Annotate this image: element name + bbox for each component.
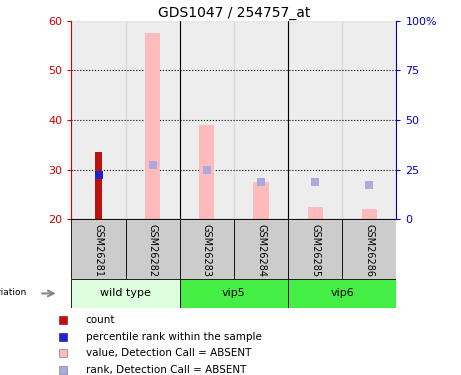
Bar [180, 279, 288, 308]
Bar [125, 219, 180, 279]
Bar [145, 33, 160, 219]
Text: wild type: wild type [100, 288, 151, 298]
Bar [288, 21, 342, 219]
Bar [288, 279, 396, 308]
Bar [234, 21, 288, 219]
Bar [342, 21, 396, 219]
Text: value, Detection Call = ABSENT: value, Detection Call = ABSENT [85, 348, 251, 358]
Bar [307, 207, 323, 219]
Text: GSM26281: GSM26281 [94, 224, 104, 277]
Bar [71, 21, 125, 219]
Bar [199, 125, 214, 219]
Text: vip6: vip6 [331, 288, 354, 298]
Bar [125, 21, 180, 219]
Bar [180, 21, 234, 219]
Text: count: count [85, 315, 115, 325]
Bar [71, 279, 180, 308]
Bar [95, 152, 102, 219]
Bar [342, 219, 396, 279]
Text: genotype/variation: genotype/variation [0, 288, 27, 297]
Text: GSM26282: GSM26282 [148, 224, 158, 277]
Bar [362, 209, 377, 219]
Bar [180, 219, 234, 279]
Text: vip5: vip5 [222, 288, 246, 298]
Title: GDS1047 / 254757_at: GDS1047 / 254757_at [158, 6, 310, 20]
Bar [71, 219, 125, 279]
Text: rank, Detection Call = ABSENT: rank, Detection Call = ABSENT [85, 365, 246, 375]
Text: GSM26286: GSM26286 [364, 224, 374, 277]
Text: GSM26283: GSM26283 [202, 224, 212, 277]
Text: GSM26284: GSM26284 [256, 224, 266, 277]
Text: percentile rank within the sample: percentile rank within the sample [85, 332, 261, 342]
Bar [288, 219, 342, 279]
Text: GSM26285: GSM26285 [310, 224, 320, 277]
Bar [234, 219, 288, 279]
Bar [254, 182, 269, 219]
